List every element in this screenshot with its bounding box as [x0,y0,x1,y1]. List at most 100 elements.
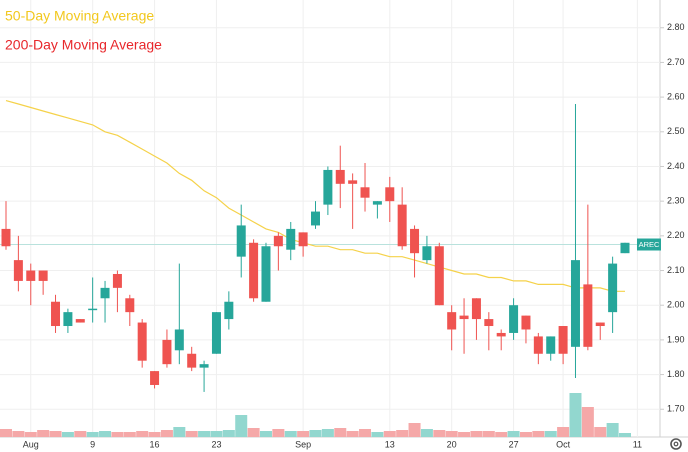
candle-body [63,312,73,327]
candle-body [100,287,110,299]
volume-bar [86,432,99,437]
candle-body [273,235,283,247]
candle-body [533,336,543,354]
volume-bar [111,432,124,437]
settings-icon[interactable] [670,438,682,450]
candle-body [150,371,160,385]
legend-entry: 50-Day Moving Average [5,8,154,24]
candle-body [335,169,345,184]
y-tick-label: 2.60 [667,91,685,101]
volume-bar [99,431,112,437]
volume-bar [458,432,471,437]
x-tick-label: 23 [211,439,221,449]
candle-body [311,211,320,226]
candle-body [620,242,630,254]
candle-body [137,322,147,361]
volume-bar [581,407,594,437]
volume-bar [482,431,495,437]
volume-bar [544,431,557,437]
volume-bar [470,431,483,437]
grid [0,0,660,437]
volume-bar [445,431,458,437]
candle-body [51,301,61,327]
candle-body [112,273,122,288]
candle-body [88,308,98,311]
y-tick-label: 2.00 [667,300,685,310]
volume-bar [210,431,223,437]
volume-bar [359,429,372,437]
volume-bar [148,432,161,437]
volume-bar [495,432,508,437]
y-tick-label: 1.70 [667,404,685,414]
candle-body [422,246,432,261]
volume-bar [136,431,149,437]
x-tick-label: 9 [90,439,95,449]
volume-bar [222,430,235,437]
candle-body [323,169,333,205]
volume-bar [259,431,272,437]
candle-body [496,332,506,337]
volume-bar [507,431,520,437]
volume-bar [160,430,173,437]
candle-body [434,246,444,306]
y-tick-label: 2.30 [667,196,685,206]
volume-bar [420,429,433,437]
y-tick-label: 2.40 [667,161,685,171]
candle-body [187,353,197,368]
candle-body [236,225,246,257]
volume-bar [173,427,186,437]
candle-body [13,260,23,281]
volume-bar [284,431,297,437]
candle-body [397,204,407,247]
candle-body [199,364,209,368]
candle-body [546,336,556,354]
candle-body [558,326,568,354]
volume-bar [198,431,211,437]
volume-bar [12,431,25,437]
candle-body [447,312,457,330]
volume-bar [49,431,62,437]
candle-body [484,319,494,327]
volume-bar [569,393,582,437]
candle-body [410,228,420,254]
volume-bar [532,431,545,437]
y-tick-label: 2.70 [667,57,685,67]
candle-body [162,339,172,365]
candle-body [211,312,221,354]
candle-body [286,228,296,250]
candle-body [224,301,234,320]
candle-body [583,284,593,347]
x-tick-label: 13 [385,439,395,449]
gear-hub [673,441,679,447]
candle-body [249,242,259,299]
candle-body [608,263,618,313]
candle-body [174,329,184,351]
candle-body [595,322,605,327]
legend-entry: 200-Day Moving Average [5,37,162,53]
volume-bar [346,431,359,437]
volume-bar [185,431,198,437]
volume-bar [37,430,50,437]
x-tick-label: Oct [556,439,571,449]
volume-bar [297,431,310,437]
volume-bar [383,431,396,437]
candle-body [360,187,370,198]
y-tick-label: 2.10 [667,265,685,275]
volume-bar [74,431,87,437]
candle-body [509,305,519,333]
volume-bar [396,430,409,437]
candle-body [26,270,36,281]
volume-bar [247,428,260,437]
candle-body [385,187,395,202]
candle-body [38,270,48,281]
candle-body [1,228,11,247]
last-price-tag [637,238,661,251]
candle-body [75,319,85,323]
volume-bar [606,423,619,437]
y-tick-label: 1.80 [667,369,685,379]
x-tick-label: Aug [23,439,39,449]
volume-bar [123,432,136,437]
volume-bar [334,428,347,437]
last-price-label: AREC [639,240,660,249]
